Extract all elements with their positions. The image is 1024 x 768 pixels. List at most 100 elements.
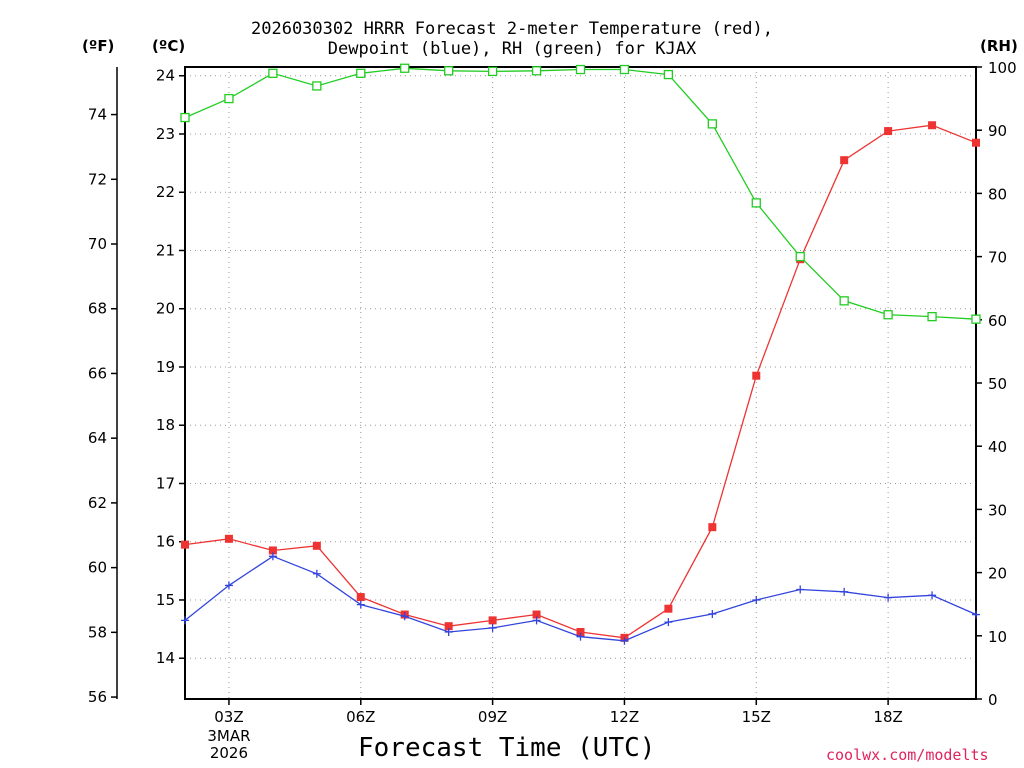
rh-tick-label: 50: [988, 375, 1007, 393]
x-tick-label: 18Z: [873, 708, 902, 726]
rh-point: [663, 69, 674, 80]
temperature-point: [532, 610, 541, 619]
dewpoint-point: [664, 618, 673, 627]
x-tick-label: 06Z: [346, 708, 375, 726]
dewpoint-point: [488, 623, 497, 632]
rh-point: [487, 66, 498, 77]
dewpoint-point: [840, 587, 849, 596]
rh-tick-label: 10: [988, 628, 1007, 646]
temperature-point: [181, 540, 189, 549]
rh-tick-label: 20: [988, 565, 1007, 583]
dewpoint-point: [752, 595, 761, 604]
dewpoint-point: [356, 600, 365, 609]
grid-layer: [185, 67, 976, 699]
dewpoint-point: [708, 609, 717, 618]
dewpoint-point: [268, 552, 277, 561]
dewpoint-point: [884, 593, 893, 602]
dewpoint-point: [972, 610, 980, 619]
temperature-point: [972, 138, 980, 147]
rh-point: [971, 314, 981, 324]
rh-tick-label: 80: [988, 185, 1007, 203]
fahrenheit-tick-label: 66: [88, 364, 107, 382]
rh-tick-label: 0: [988, 691, 998, 709]
celsius-tick-label: 24: [156, 67, 175, 85]
temperature-point: [224, 534, 233, 543]
temperature-point: [752, 371, 761, 380]
rh-point: [444, 66, 454, 76]
fahrenheit-axis-label: (ºF): [82, 37, 115, 55]
temperature-point: [444, 622, 453, 631]
dewpoint-point: [400, 612, 409, 621]
x-tick-label: 12Z: [610, 708, 639, 726]
celsius-tick-label: 19: [156, 358, 175, 376]
chart-title-line-2: Dewpoint (blue), RH (green) for KJAX: [327, 39, 697, 59]
x-tick-sublabel: 2026: [210, 744, 248, 762]
rh-point: [224, 93, 234, 104]
temperature-point: [708, 523, 717, 532]
dewpoint-point: [576, 632, 585, 641]
rh-point: [356, 68, 366, 78]
fahrenheit-tick-label: 64: [88, 429, 107, 447]
rh-point: [927, 311, 937, 322]
rh-point: [531, 66, 542, 76]
rh-point: [751, 198, 761, 208]
rh-axis-label: (RH): [980, 37, 1018, 55]
dewpoint-point: [224, 581, 233, 590]
temperature-point: [928, 121, 937, 130]
temperature-point: [488, 616, 497, 625]
rh-point: [312, 81, 322, 91]
rh-tick-label: 100: [988, 59, 1017, 77]
fahrenheit-tick-label: 74: [88, 106, 107, 124]
series-layer: [180, 63, 981, 645]
temperature-point: [884, 127, 893, 136]
celsius-tick-label: 22: [156, 183, 175, 201]
celsius-tick-label: 15: [156, 591, 175, 609]
fahrenheit-tick-label: 70: [88, 235, 107, 253]
rh-point: [180, 112, 190, 123]
rh-point: [707, 119, 717, 129]
rh-point: [575, 64, 586, 75]
rh-point: [268, 68, 278, 78]
celsius-tick-label: 16: [156, 533, 175, 551]
rh-tick-label: 40: [988, 438, 1007, 456]
x-tick-label: 03Z: [214, 708, 243, 726]
temperature-point: [268, 546, 277, 555]
dewpoint-point: [532, 616, 541, 625]
rh-point: [795, 251, 805, 262]
axes-layer: 56 58 60 62 64 66 68 70 72 74 14 15 16 17 18 19 20 21 22 23…: [88, 59, 1017, 762]
x-axis-title: Forecast Time (UTC): [358, 733, 656, 763]
dewpoint-point: [928, 591, 937, 600]
rh-point: [619, 64, 630, 75]
temperature-point: [664, 604, 673, 613]
rh-point: [883, 310, 893, 320]
fahrenheit-tick-label: 56: [88, 688, 107, 706]
rh-tick-label: 70: [988, 249, 1007, 267]
celsius-tick-label: 17: [156, 474, 175, 492]
celsius-tick-label: 14: [156, 649, 175, 667]
rh-tick-label: 90: [988, 122, 1007, 140]
rh-point: [839, 296, 849, 306]
rh-point: [400, 63, 410, 73]
fahrenheit-tick-label: 60: [88, 559, 107, 577]
dewpoint-point: [444, 628, 453, 637]
temperature-point: [576, 628, 585, 637]
celsius-tick-label: 20: [156, 300, 175, 318]
rh-tick-label: 30: [988, 501, 1007, 519]
temperature-line: [184, 124, 977, 639]
dewpoint-point: [796, 585, 805, 594]
celsius-tick-label: 18: [156, 416, 175, 434]
celsius-axis-label: (ºC): [152, 37, 186, 55]
x-tick-label: 09Z: [478, 708, 507, 726]
x-tick-label: 15Z: [742, 708, 771, 726]
credit-link[interactable]: coolwx.com/modelts: [826, 746, 989, 764]
plot-frame: [184, 66, 977, 700]
fahrenheit-tick-label: 72: [88, 170, 107, 188]
celsius-tick-label: 23: [156, 125, 175, 143]
dewpoint-point: [620, 636, 629, 645]
temperature-point: [840, 156, 849, 165]
chart-title-line-1: 2026030302 HRRR Forecast 2-meter Tempera…: [251, 19, 773, 39]
rh-tick-label: 60: [988, 312, 1007, 330]
dewpoint-point: [312, 569, 321, 578]
fahrenheit-tick-label: 62: [88, 494, 107, 512]
